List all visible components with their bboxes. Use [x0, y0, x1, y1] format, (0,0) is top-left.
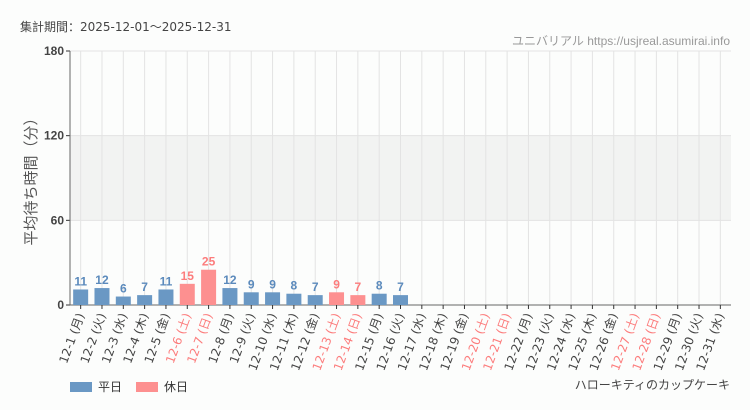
bar: [371, 293, 387, 305]
legend-swatch-holiday: [136, 381, 158, 392]
bar: [286, 293, 302, 305]
bar: [329, 292, 345, 305]
data-label: 9: [248, 277, 255, 291]
bar: [243, 292, 259, 305]
y-tick-label: 120: [44, 129, 64, 143]
data-label: 8: [376, 279, 383, 293]
bar: [265, 292, 281, 305]
bar: [94, 288, 110, 305]
data-label: 9: [333, 277, 340, 291]
data-label: 12: [95, 273, 109, 287]
data-label: 7: [397, 280, 404, 294]
y-tick-label: 60: [51, 213, 65, 227]
bar: [222, 288, 238, 305]
legend-weekday: 平日: [70, 378, 122, 395]
attraction-name: ハローキティのカップケーキ: [574, 378, 730, 392]
bar: [115, 296, 131, 305]
bar: [393, 295, 408, 305]
data-label: 8: [291, 279, 298, 293]
period-label: 集計期間：2025-12-01～2025-12-31: [20, 20, 232, 34]
bar: [73, 289, 89, 305]
data-label: 9: [269, 277, 276, 291]
data-label: 12: [223, 273, 237, 287]
data-label: 7: [355, 280, 362, 294]
bar: [179, 283, 195, 305]
bar: [307, 295, 323, 305]
legend-label: 休日: [164, 380, 189, 394]
bar: [158, 289, 174, 305]
data-label: 7: [312, 280, 319, 294]
y-tick-label: 0: [57, 298, 64, 312]
bar: [137, 295, 153, 305]
data-label: 15: [181, 269, 195, 283]
y-axis-label: 平均待ち時間（分）: [22, 110, 40, 245]
data-label: 11: [160, 274, 173, 288]
data-label: 25: [202, 255, 216, 269]
legend-holiday: 休日: [136, 378, 188, 395]
data-label: 6: [120, 282, 127, 296]
legend-swatch-weekday: [70, 381, 92, 392]
legend-label: 平日: [98, 380, 123, 394]
bar: [201, 269, 217, 305]
data-label: 7: [141, 280, 148, 294]
site-label: ユニバリアル https://usjreal.asumirai.info: [512, 34, 730, 48]
bar: [350, 295, 366, 305]
data-label: 11: [74, 274, 87, 288]
y-tick-label: 180: [44, 44, 64, 58]
